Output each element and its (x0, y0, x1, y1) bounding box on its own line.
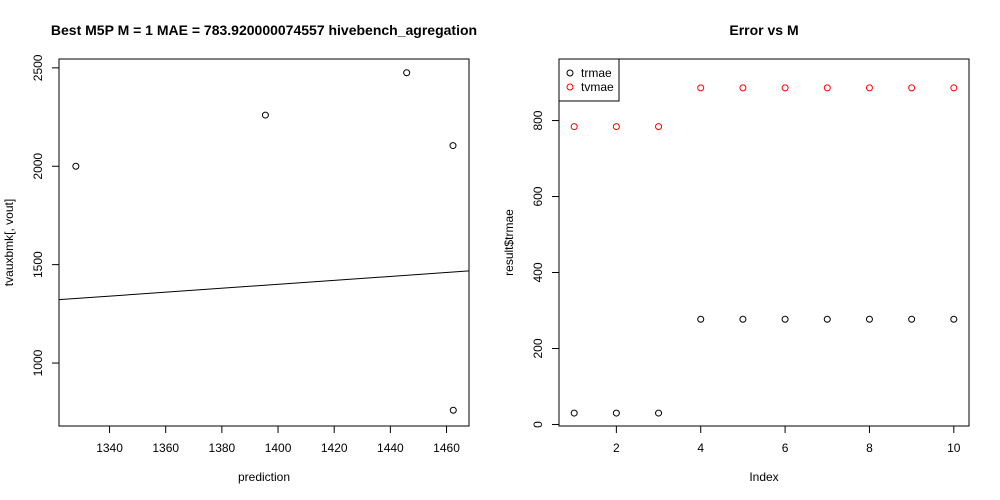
x-tick-label: 1420 (321, 441, 348, 455)
x-tick-label: 1340 (96, 441, 123, 455)
x-axis-label: Index (749, 470, 778, 484)
y-axis: 1000 1500 2000 2500 (31, 54, 59, 376)
legend-entry: tvmae (581, 80, 614, 94)
data-point-tvmae (739, 84, 747, 92)
legend-box (558, 58, 620, 102)
legend-entry: trmae (581, 66, 612, 80)
data-point-trmae (781, 315, 789, 323)
data-point-tvmae (697, 84, 705, 92)
y-tick-label: 200 (531, 338, 545, 358)
plot-frame (558, 58, 970, 427)
data-point (449, 406, 457, 414)
y-tick-label: 1500 (31, 251, 45, 278)
data-point-tvmae (865, 84, 873, 92)
plot-marks (58, 69, 470, 414)
error-vs-m-panel: Error vs M 2 4 6 8 10 0 200 400 600 800 trmaetvm… (502, 22, 970, 484)
data-point-tvmae (612, 123, 620, 131)
x-tick-label: 8 (866, 441, 873, 455)
x-axis: 2 4 6 8 10 (613, 426, 961, 455)
plot-marks (570, 84, 958, 417)
data-point-trmae (908, 315, 916, 323)
x-tick-label: 4 (697, 441, 704, 455)
reference-line (58, 270, 470, 301)
x-tick-label: 1360 (152, 441, 179, 455)
legend-marker (566, 69, 574, 77)
y-tick-label: 0 (531, 421, 545, 428)
data-point (261, 111, 269, 119)
data-point-trmae (697, 315, 705, 323)
legend-marker (566, 83, 574, 91)
data-point-trmae (570, 409, 578, 417)
x-tick-label: 1380 (209, 441, 236, 455)
data-point (72, 162, 80, 170)
x-tick-label: 2 (613, 441, 620, 455)
y-tick-label: 2500 (31, 54, 45, 81)
data-point-tvmae (655, 123, 663, 131)
x-tick-label: 6 (782, 441, 789, 455)
x-tick-label: 10 (947, 441, 961, 455)
data-point-trmae (612, 409, 620, 417)
y-axis: 0 200 400 600 800 (531, 110, 559, 428)
data-point-trmae (950, 315, 958, 323)
x-tick-label: 1440 (377, 441, 404, 455)
data-point-tvmae (570, 123, 578, 131)
data-point-tvmae (908, 84, 916, 92)
data-point (449, 142, 457, 150)
y-axis-label: result$trmae (502, 209, 516, 276)
y-tick-label: 600 (531, 186, 545, 206)
y-axis-label: tvauxbmk[, vout] (2, 199, 16, 286)
y-tick-label: 800 (531, 110, 545, 130)
plot-frame (58, 58, 470, 427)
data-point-trmae (739, 315, 747, 323)
data-point-tvmae (781, 84, 789, 92)
y-tick-label: 400 (531, 262, 545, 282)
prediction-scatter-panel: Best M5P M = 1 MAE = 783.920000074557 hi… (2, 22, 477, 484)
data-point-trmae (823, 315, 831, 323)
chart-title: Error vs M (729, 22, 798, 38)
data-point-tvmae (950, 84, 958, 92)
x-tick-label: 1460 (433, 441, 460, 455)
data-point-trmae (865, 315, 873, 323)
data-point-tvmae (823, 84, 831, 92)
chart-title: Best M5P M = 1 MAE = 783.920000074557 hi… (51, 22, 477, 38)
x-axis-label: prediction (238, 470, 290, 484)
x-tick-label: 1400 (265, 441, 292, 455)
y-tick-label: 2000 (31, 153, 45, 180)
x-axis: 1340 1360 1380 1400 1420 1440 1460 (96, 426, 460, 455)
y-tick-label: 1000 (31, 349, 45, 376)
data-point-trmae (655, 409, 663, 417)
data-point (403, 69, 411, 77)
